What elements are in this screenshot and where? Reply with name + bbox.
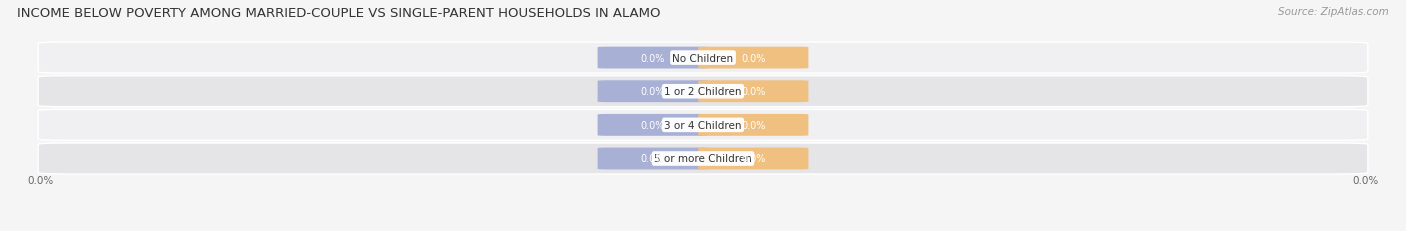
Text: No Children: No Children (672, 53, 734, 63)
Text: 0.0%: 0.0% (1353, 176, 1378, 185)
Text: 5 or more Children: 5 or more Children (654, 154, 752, 164)
FancyBboxPatch shape (598, 114, 707, 136)
FancyBboxPatch shape (699, 81, 808, 103)
FancyBboxPatch shape (598, 81, 707, 103)
Text: 0.0%: 0.0% (741, 154, 765, 164)
Text: 0.0%: 0.0% (741, 53, 765, 63)
FancyBboxPatch shape (598, 148, 707, 170)
FancyBboxPatch shape (598, 47, 707, 69)
Text: Source: ZipAtlas.com: Source: ZipAtlas.com (1278, 7, 1389, 17)
Text: 0.0%: 0.0% (641, 87, 665, 97)
FancyBboxPatch shape (38, 110, 1368, 141)
Text: 0.0%: 0.0% (641, 53, 665, 63)
Text: 0.0%: 0.0% (641, 120, 665, 130)
Text: 3 or 4 Children: 3 or 4 Children (664, 120, 742, 130)
FancyBboxPatch shape (38, 76, 1368, 107)
FancyBboxPatch shape (699, 47, 808, 69)
Text: INCOME BELOW POVERTY AMONG MARRIED-COUPLE VS SINGLE-PARENT HOUSEHOLDS IN ALAMO: INCOME BELOW POVERTY AMONG MARRIED-COUPL… (17, 7, 661, 20)
FancyBboxPatch shape (38, 43, 1368, 74)
FancyBboxPatch shape (38, 143, 1368, 174)
Text: 0.0%: 0.0% (741, 87, 765, 97)
FancyBboxPatch shape (699, 114, 808, 136)
FancyBboxPatch shape (699, 148, 808, 170)
Text: 0.0%: 0.0% (28, 176, 53, 185)
Text: 1 or 2 Children: 1 or 2 Children (664, 87, 742, 97)
Text: 0.0%: 0.0% (741, 120, 765, 130)
Text: 0.0%: 0.0% (641, 154, 665, 164)
